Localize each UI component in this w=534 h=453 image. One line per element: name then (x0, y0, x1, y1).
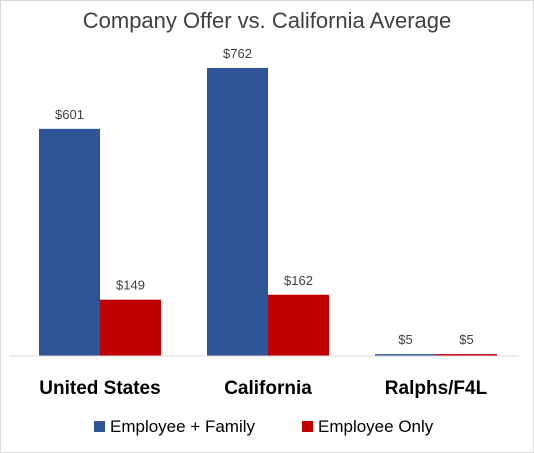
bar-employee-family-0 (39, 128, 100, 356)
category-label: California (224, 378, 312, 399)
data-label: $162 (284, 273, 313, 288)
data-label: $149 (116, 278, 145, 293)
legend-swatch (94, 421, 105, 432)
data-label: $5 (398, 332, 412, 347)
plot-area: $601 $149 United States $762 $162 California $… (39, 46, 497, 399)
bar-employee-only-0 (100, 299, 161, 356)
legend-label: Employee Only (318, 417, 434, 436)
legend-label: Employee + Family (110, 417, 256, 436)
category-label: United States (39, 378, 160, 399)
chart-title: Company Offer vs. California Average (83, 8, 451, 33)
data-label: $762 (223, 46, 252, 61)
bar-employee-only-2 (436, 354, 497, 356)
category-label: Ralphs/F4L (385, 378, 488, 399)
bar-employee-family-1 (207, 68, 268, 356)
data-label: $5 (459, 332, 473, 347)
legend: Employee + Family Employee Only (94, 417, 434, 436)
data-label: $601 (55, 107, 84, 122)
bar-employee-family-2 (375, 354, 436, 356)
bar-employee-only-1 (268, 294, 329, 356)
legend-swatch (302, 421, 313, 432)
